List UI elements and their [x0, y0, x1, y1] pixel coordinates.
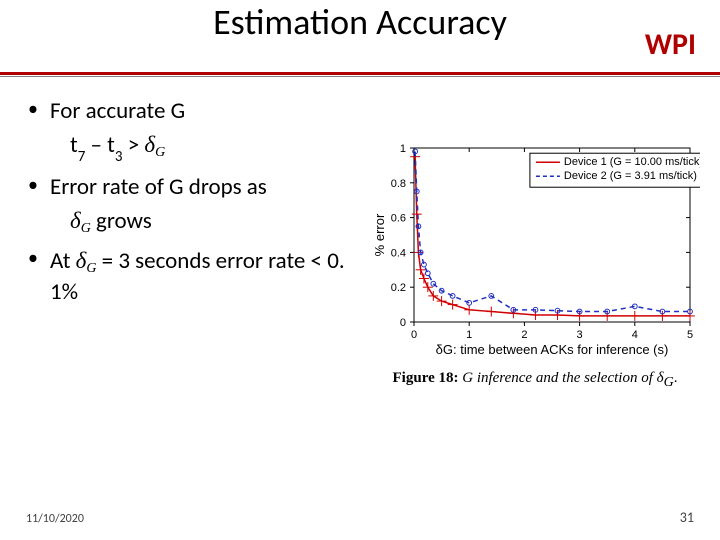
chart-svg: 01234500.20.40.60.81δG: time between ACK… [370, 140, 700, 360]
footer-page: 31 [680, 509, 694, 526]
svg-text:0.6: 0.6 [391, 213, 406, 225]
bullet-1: For accurate G t7 – t3 > δG [28, 96, 358, 164]
svg-text:0: 0 [400, 317, 406, 329]
svg-text:1: 1 [400, 143, 406, 155]
bullet-2-line2: δG grows [50, 205, 358, 237]
svg-text:4: 4 [632, 329, 638, 341]
delta-g-caption: δG [657, 370, 674, 386]
svg-text:3: 3 [577, 329, 583, 341]
svg-text:Device 1 (G = 10.00 ms/tick): Device 1 (G = 10.00 ms/tick) [564, 156, 700, 168]
bullet-1-text: For accurate G [50, 97, 185, 125]
figure-caption: Figure 18: G inference and the selection… [370, 370, 700, 387]
delta-g-3: δG [76, 248, 97, 273]
bullet-3: At δG = 3 seconds error rate < 0. 1% [28, 245, 358, 308]
svg-text:1: 1 [466, 329, 472, 341]
title-rule [0, 72, 720, 75]
svg-text:2: 2 [521, 329, 527, 341]
error-rate-chart: 01234500.20.40.60.81δG: time between ACK… [370, 140, 700, 360]
delta-g-1: δG [144, 132, 165, 157]
bullet-1-line2: t7 – t3 > δG [50, 129, 358, 164]
svg-text:0: 0 [411, 329, 417, 341]
delta-g-2: δG [70, 208, 91, 233]
footer-date: 11/10/2020 [26, 512, 84, 526]
svg-text:δG: time between ACKs for infe: δG: time between ACKs for inference (s) [436, 342, 669, 357]
slide: Estimation Accuracy WPI For accurate G t… [0, 0, 720, 540]
title-rule-shadow [0, 76, 720, 77]
wpi-logo: WPI [645, 26, 696, 63]
slide-title: Estimation Accuracy [0, 0, 720, 44]
svg-text:% error: % error [372, 213, 387, 256]
svg-text:Device 2 (G = 3.91 ms/tick): Device 2 (G = 3.91 ms/tick) [564, 170, 697, 182]
bullet-2: Error rate of G drops as δG grows [28, 172, 358, 237]
svg-text:0.4: 0.4 [391, 247, 406, 259]
svg-text:0.8: 0.8 [391, 178, 406, 190]
bullet-list: For accurate G t7 – t3 > δG Error rate o… [28, 96, 358, 316]
svg-text:0.2: 0.2 [391, 282, 406, 294]
svg-text:5: 5 [687, 329, 693, 341]
